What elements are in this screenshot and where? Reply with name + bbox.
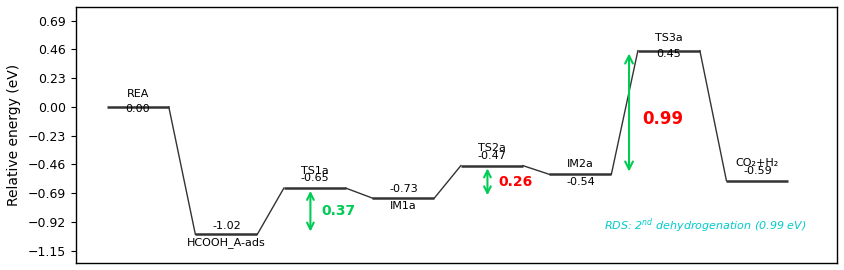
Text: RDS: 2$^{nd}$ dehydrogenation (0.99 eV): RDS: 2$^{nd}$ dehydrogenation (0.99 eV) <box>603 216 806 235</box>
Text: 0.26: 0.26 <box>498 175 533 189</box>
Text: -0.65: -0.65 <box>300 173 329 183</box>
Text: -0.59: -0.59 <box>743 166 771 176</box>
Text: 0.37: 0.37 <box>321 204 355 218</box>
Text: -0.73: -0.73 <box>389 184 418 194</box>
Text: TS1a: TS1a <box>301 166 328 176</box>
Text: 0.00: 0.00 <box>126 104 150 114</box>
Text: 0.45: 0.45 <box>657 49 681 59</box>
Text: IM1a: IM1a <box>390 201 417 211</box>
Text: -0.54: -0.54 <box>566 177 595 187</box>
Text: TS2a: TS2a <box>478 143 506 153</box>
Text: HCOOH_A-ads: HCOOH_A-ads <box>187 237 266 248</box>
Text: CO₂+H₂: CO₂+H₂ <box>736 158 779 168</box>
Text: REA: REA <box>127 89 149 99</box>
Y-axis label: Relative energy (eV): Relative energy (eV) <box>7 64 21 206</box>
Text: 0.99: 0.99 <box>642 110 684 128</box>
Text: IM2a: IM2a <box>567 159 594 169</box>
Text: TS3a: TS3a <box>655 33 683 43</box>
Text: -1.02: -1.02 <box>212 221 241 231</box>
Text: -0.47: -0.47 <box>478 151 506 161</box>
